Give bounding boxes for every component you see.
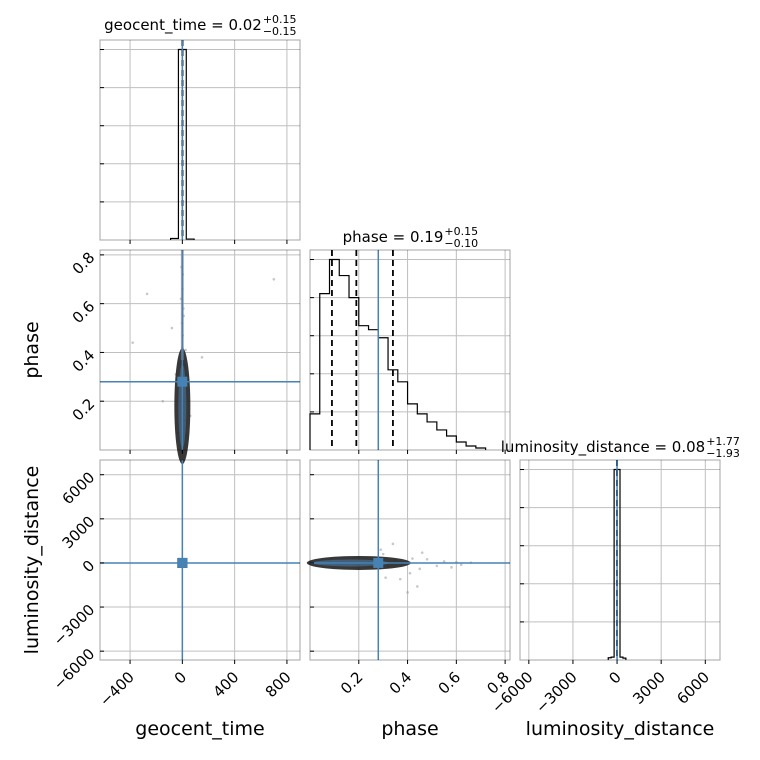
sample-point [145, 292, 149, 296]
y-tick-label: 3000 [59, 512, 99, 552]
x-tick-label: 0.2 [337, 668, 367, 698]
y-tick-label: 6000 [59, 468, 99, 508]
sample-point [384, 576, 387, 579]
sample-point [406, 591, 409, 594]
panel-title-phase: phase = 0.19 +0.15−0.10 [343, 225, 479, 250]
sample-point [420, 551, 424, 554]
sample-point [425, 557, 429, 561]
panel-frame [309, 459, 511, 661]
panel-frame [99, 249, 301, 451]
title-error-minus: −0.15 [263, 25, 297, 38]
sample-point [435, 564, 439, 568]
title-main: phase = 0.19 [343, 228, 444, 246]
panel-frame [99, 459, 301, 661]
truth-marker [177, 376, 188, 387]
sample-point [411, 557, 414, 560]
sample-point [391, 542, 395, 546]
x-axis-label: phase [381, 718, 438, 740]
title-error-plus: +0.15 [444, 225, 478, 238]
x-tick-label: 800 [262, 668, 295, 701]
histogram-phase [309, 258, 487, 450]
y-axis-label: phase [21, 321, 43, 378]
x-tick-label: 6000 [673, 668, 713, 708]
title-main: luminosity_distance = 0.08 [501, 438, 705, 457]
sample-point [459, 563, 463, 567]
sample-point [170, 326, 174, 330]
panel-frame [99, 39, 301, 241]
sample-point [416, 585, 419, 588]
sample-point [450, 566, 453, 569]
panel-title-geocent_time: geocent_time = 0.02 +0.15−0.15 [104, 13, 296, 38]
x-tick-label: 0.6 [435, 668, 465, 698]
sample-point [184, 348, 187, 352]
panel-frame [309, 249, 511, 451]
sample-point [418, 567, 422, 571]
sample-point [381, 552, 385, 556]
panel-luminosity_distance-phase [306, 459, 511, 664]
title-error-minus: −0.10 [444, 237, 478, 250]
title-main: geocent_time = 0.02 [104, 16, 262, 35]
panel-luminosity_distance-geocent_time [99, 459, 301, 664]
x-tick-label: 0 [605, 668, 624, 687]
y-axis-label: luminosity_distance [21, 466, 43, 655]
y-tick-label: 0 [79, 557, 98, 576]
truth-marker [177, 557, 188, 568]
x-tick-label: 0 [171, 668, 190, 687]
x-tick-label: 400 [209, 668, 242, 701]
x-tick-label: 0.4 [386, 668, 416, 698]
x-tick-label: −400 [96, 668, 138, 710]
sample-point [272, 277, 276, 281]
y-tick-label: 0.6 [69, 297, 99, 327]
title-error-minus: −1.93 [706, 447, 740, 460]
x-tick-label: 3000 [629, 668, 669, 708]
sample-point [200, 356, 204, 359]
sample-point [131, 341, 134, 344]
x-tick-label: −3000 [532, 668, 581, 717]
panel-phase-phase [309, 249, 511, 454]
panel-luminosity_distance-luminosity_distance [519, 459, 721, 664]
panel-frame [519, 459, 721, 661]
panel-geocent_time-geocent_time [99, 39, 301, 244]
x-axis-label: luminosity_distance [526, 718, 715, 740]
y-tick-label: −6000 [50, 645, 99, 694]
sample-point [161, 399, 165, 403]
y-tick-label: 0.8 [69, 249, 99, 279]
panel-phase-geocent_time [99, 249, 301, 465]
truth-marker [373, 557, 384, 568]
x-axis-label: geocent_time [135, 718, 264, 740]
y-tick-label: 0.4 [69, 346, 99, 376]
y-tick-label: −3000 [50, 601, 99, 650]
title-error-plus: +0.15 [263, 13, 297, 26]
title-error-plus: +1.77 [706, 435, 740, 448]
sample-point [442, 560, 446, 563]
y-tick-label: 0.2 [69, 395, 99, 425]
sample-point [379, 548, 383, 552]
sample-point [398, 577, 402, 581]
sample-point [408, 571, 412, 575]
panel-title-luminosity_distance: luminosity_distance = 0.08 +1.77−1.93 [501, 435, 740, 460]
